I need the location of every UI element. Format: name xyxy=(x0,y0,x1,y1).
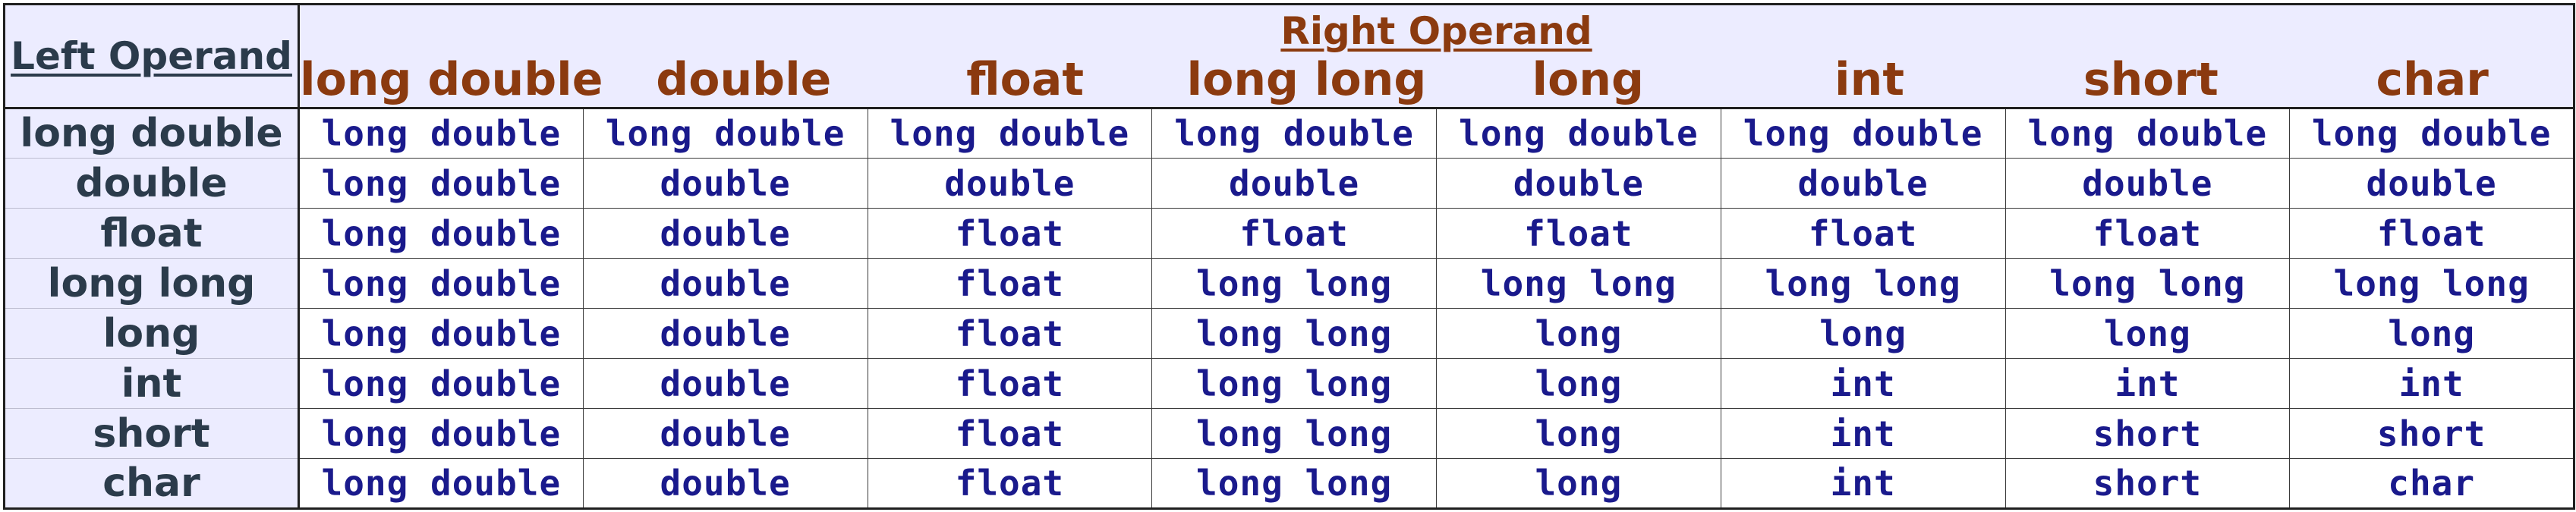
result-type-cell: long double xyxy=(298,458,584,509)
result-type-cell: long long xyxy=(2289,258,2575,309)
result-type-cell: long xyxy=(1436,358,1721,409)
result-type-cell: double xyxy=(582,458,868,509)
result-type-cell: float xyxy=(867,358,1153,409)
result-type-cell: float xyxy=(867,408,1153,459)
result-type-cell: long double xyxy=(298,258,584,309)
result-type-cell: long long xyxy=(1151,408,1437,459)
result-type-cell: float xyxy=(867,258,1153,309)
result-type-cell: double xyxy=(867,158,1153,209)
result-type-cell: long double xyxy=(298,308,584,359)
result-type-cell: long xyxy=(1436,408,1721,459)
result-type-cell: int xyxy=(1720,408,2006,459)
column-header: float xyxy=(966,53,1085,106)
result-type-cell: int xyxy=(1720,458,2006,509)
result-type-cell: float xyxy=(1720,208,2006,259)
result-type-cell: double xyxy=(1151,158,1437,209)
row-label: long long xyxy=(3,258,300,309)
table-row: long double long double long double long do… xyxy=(3,107,2575,159)
result-type-cell: float xyxy=(2289,208,2575,259)
result-type-cell: double xyxy=(582,258,868,309)
column-header: long double xyxy=(300,53,603,106)
result-type-cell: long long xyxy=(1151,458,1437,509)
result-type-cell: long xyxy=(1436,308,1721,359)
result-type-cell: int xyxy=(2004,358,2291,409)
table-row: double long double double double double doubl… xyxy=(3,158,2575,209)
table-row: long long long double double float long long… xyxy=(3,258,2575,309)
result-type-cell: int xyxy=(1720,358,2006,409)
result-type-cell: long double xyxy=(1151,107,1437,159)
result-type-cell: char xyxy=(2289,458,2575,509)
result-type-cell: float xyxy=(867,208,1153,259)
column-header: double xyxy=(656,53,832,106)
result-type-cell: long long xyxy=(1720,258,2006,309)
result-type-cell: float xyxy=(867,458,1153,509)
result-type-cell: double xyxy=(2004,158,2291,209)
row-label: long xyxy=(3,308,300,359)
row-label: int xyxy=(3,358,300,409)
result-type-cell: long double xyxy=(2289,107,2575,159)
column-header: int xyxy=(1834,53,1904,106)
row-label: short xyxy=(3,408,300,459)
result-type-cell: int xyxy=(2289,358,2575,409)
result-type-cell: long long xyxy=(1151,358,1437,409)
result-type-cell: short xyxy=(2289,408,2575,459)
column-header: short xyxy=(2083,53,2219,106)
result-type-cell: float xyxy=(2004,208,2291,259)
result-type-cell: double xyxy=(1436,158,1721,209)
result-type-cell: long long xyxy=(1151,258,1437,309)
result-type-cell: long xyxy=(2289,308,2575,359)
result-type-cell: long long xyxy=(1151,308,1437,359)
result-type-cell: long double xyxy=(298,358,584,409)
result-type-cell: double xyxy=(582,358,868,409)
result-type-cell: float xyxy=(1436,208,1721,259)
result-type-cell: long double xyxy=(298,158,584,209)
result-type-cell: long xyxy=(1436,458,1721,509)
result-type-cell: long double xyxy=(2004,107,2291,159)
result-type-cell: long long xyxy=(1436,258,1721,309)
result-type-cell: double xyxy=(582,158,868,209)
row-label: char xyxy=(3,458,300,509)
table-row: long long double double float long long long l… xyxy=(3,308,2575,359)
table-row: char long double double float long long long i… xyxy=(3,458,2575,509)
result-type-cell: float xyxy=(867,308,1153,359)
table-row: int long double double float long long long in… xyxy=(3,358,2575,409)
row-label: double xyxy=(3,158,300,209)
result-type-cell: double xyxy=(1720,158,2006,209)
result-type-cell: long long xyxy=(2004,258,2291,309)
table-row: short long double double float long long long… xyxy=(3,408,2575,459)
column-header: long long xyxy=(1186,53,1427,106)
result-type-cell: long double xyxy=(1436,107,1721,159)
result-type-cell: long double xyxy=(298,107,584,159)
right-operand-title: Right Operand xyxy=(1280,9,1592,53)
result-type-cell: short xyxy=(2004,408,2291,459)
result-type-cell: float xyxy=(1151,208,1437,259)
table-body: long double long double long double long do… xyxy=(3,107,2575,509)
result-type-cell: long double xyxy=(298,208,584,259)
table-row: float long double double float float float flo… xyxy=(3,208,2575,259)
right-operand-columns: long double double float long long long … xyxy=(300,52,2573,107)
result-type-cell: long double xyxy=(298,408,584,459)
result-type-cell: short xyxy=(2004,458,2291,509)
result-type-cell: double xyxy=(2289,158,2575,209)
result-type-cell: double xyxy=(582,208,868,259)
result-type-cell: double xyxy=(582,408,868,459)
header-row: Left Operand Right Operand long double d… xyxy=(3,3,2576,109)
row-label: float xyxy=(3,208,300,259)
row-label: long double xyxy=(3,107,300,159)
left-operand-label: Left Operand xyxy=(3,3,300,109)
result-type-cell: long double xyxy=(582,107,868,159)
result-type-cell: long xyxy=(2004,308,2291,359)
result-type-cell: double xyxy=(582,308,868,359)
column-header: char xyxy=(2376,53,2489,106)
result-type-cell: long double xyxy=(867,107,1153,159)
result-type-cell: long double xyxy=(1720,107,2006,159)
type-promotion-table: Left Operand Right Operand long double d… xyxy=(3,3,2576,510)
column-header: long xyxy=(1532,53,1644,106)
result-type-cell: long xyxy=(1720,308,2006,359)
right-operand-header: Right Operand long double double float l… xyxy=(297,3,2576,109)
